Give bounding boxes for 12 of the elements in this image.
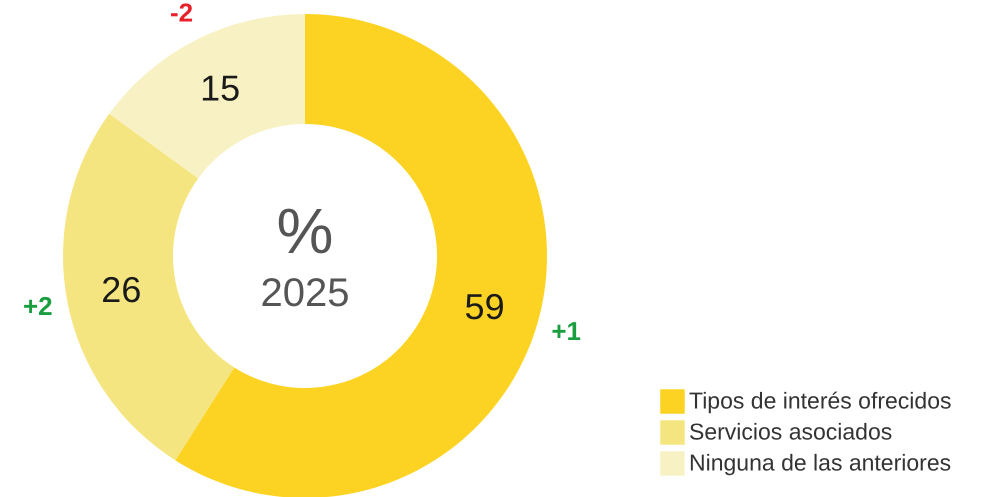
data-label: 15: [200, 67, 240, 108]
donut-slice: [63, 114, 234, 460]
text: +2: [22, 290, 53, 321]
text: -2: [170, 0, 194, 28]
legend-label: Servicios asociados: [689, 418, 892, 444]
legend-label: Tipos de interés ofrecidos: [689, 388, 952, 414]
data-label: 26: [101, 269, 142, 310]
text: %: [276, 195, 334, 267]
text: 2025: [260, 271, 350, 315]
legend-label: Ninguna de las anteriores: [689, 450, 952, 476]
data-label: 59: [464, 286, 505, 328]
text: +1: [551, 316, 582, 346]
